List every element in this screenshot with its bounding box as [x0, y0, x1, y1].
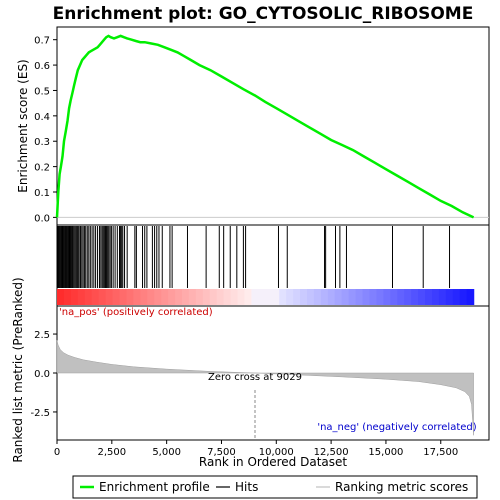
- colorbar-segment: [348, 289, 357, 305]
- enrichment-profile-line: [55, 34, 475, 219]
- legend-box: [72, 475, 478, 499]
- colorbar-segment: [84, 289, 93, 305]
- colorbar-segment: [91, 289, 100, 305]
- colorbar-segment: [313, 289, 322, 305]
- colorbar-segment: [459, 289, 468, 305]
- es-ytick-label: 0.5: [34, 86, 50, 97]
- colorbar-segment: [119, 289, 128, 305]
- colorbar-segment: [397, 289, 405, 305]
- colorbar-segment: [265, 289, 273, 305]
- colorbar-segment: [126, 289, 134, 305]
- es-ytick-label: 0.3: [34, 137, 50, 148]
- colorbar-segment: [161, 289, 169, 305]
- metric-ylabel: Ranked list metric (PreRanked): [11, 277, 25, 462]
- colorbar-segment: [181, 289, 190, 305]
- colorbar-segment: [425, 289, 433, 305]
- colorbar-segment: [168, 289, 176, 305]
- colorbar-segment: [77, 289, 86, 305]
- colorbar-segment: [209, 289, 218, 305]
- colorbar-segment: [466, 289, 475, 305]
- colorbar-segment: [237, 289, 246, 305]
- colorbar-segment: [418, 289, 426, 305]
- colorbar-segment: [279, 289, 287, 305]
- xtick-label: 2,500: [98, 447, 127, 458]
- colorbar-segment: [390, 289, 398, 305]
- metric-ytick-label: 0.0: [34, 369, 50, 380]
- colorbar-segment: [251, 289, 259, 305]
- es-ytick-label: 0.0: [34, 213, 50, 224]
- colorbar-segment: [57, 289, 65, 305]
- colorbar-segment: [369, 289, 378, 305]
- colorbar-segment: [133, 289, 141, 305]
- colorbar-segment: [223, 289, 232, 305]
- colorbar-segment: [112, 289, 121, 305]
- colorbar-segment: [445, 289, 454, 305]
- colorbar-segment: [258, 289, 266, 305]
- legend-label: Enrichment profile: [99, 480, 210, 494]
- es-ytick-label: 0.7: [34, 36, 50, 47]
- es-ytick-label: 0.2: [34, 163, 50, 174]
- colorbar-segment: [286, 289, 294, 305]
- x-axis-label: Rank in Ordered Dataset: [199, 455, 347, 469]
- colorbar-segment: [452, 289, 461, 305]
- zero-cross-label: Zero cross at 9029: [208, 372, 302, 383]
- xtick-label: 0: [54, 447, 60, 458]
- xtick-label: 12,500: [314, 447, 349, 458]
- colorbar-segment: [320, 289, 329, 305]
- colorbar-segment: [411, 289, 419, 305]
- es-ytick-label: 0.4: [34, 112, 50, 123]
- colorbar-segment: [300, 289, 308, 305]
- colorbar-segment: [362, 289, 371, 305]
- colorbar-segment: [98, 289, 107, 305]
- colorbar-segment: [244, 289, 253, 305]
- colorbar-segment: [230, 289, 239, 305]
- colorbar-segment: [147, 289, 155, 305]
- es-ytick-label: 0.6: [34, 61, 50, 72]
- legend-label: Hits: [235, 480, 258, 494]
- es-ylabel: Enrichment score (ES): [16, 59, 30, 192]
- ranking-metric-area: [56, 340, 474, 436]
- colorbar-segment: [105, 289, 114, 305]
- colorbar-segment: [404, 289, 412, 305]
- metric-ytick-label: 2.5: [34, 330, 50, 341]
- colorbar-segment: [293, 289, 301, 305]
- xtick-label: 10,000: [259, 447, 294, 458]
- xtick-label: 7,500: [207, 447, 236, 458]
- colorbar-segment: [175, 289, 183, 305]
- colorbar-segment: [341, 289, 350, 305]
- colorbar-segment: [272, 289, 280, 305]
- colorbar-segment: [70, 289, 79, 305]
- legend-label: Ranking metric scores: [335, 480, 468, 494]
- colorbar-segment: [306, 289, 315, 305]
- colorbar-segment: [334, 289, 343, 305]
- colorbar-segment: [327, 289, 336, 305]
- xtick-label: 15,000: [368, 447, 403, 458]
- xtick-label: 5,000: [152, 447, 181, 458]
- colorbar-segment: [216, 289, 225, 305]
- colorbar-segment: [431, 289, 440, 305]
- es-ytick-label: 0.1: [34, 188, 50, 199]
- colorbar-segment: [195, 289, 204, 305]
- metric-ytick-label: -2.5: [30, 408, 50, 419]
- colorbar-segment: [154, 289, 162, 305]
- colorbar-segment: [202, 289, 211, 305]
- colorbar-segment: [376, 289, 384, 305]
- chart-title: Enrichment plot: GO_CYTOSOLIC_RIBOSOME: [53, 4, 474, 24]
- colorbar-segment: [355, 289, 364, 305]
- negative-label: 'na_neg' (negatively correlated): [317, 422, 476, 433]
- colorbar-segment: [63, 289, 72, 305]
- es-plot-area: [56, 26, 490, 226]
- positive-label: 'na_pos' (positively correlated): [59, 307, 213, 318]
- colorbar-segment: [383, 289, 391, 305]
- colorbar-segment: [438, 289, 447, 305]
- colorbar-segment: [188, 289, 197, 305]
- xtick-label: 17,500: [423, 447, 458, 458]
- colorbar-segment: [140, 289, 148, 305]
